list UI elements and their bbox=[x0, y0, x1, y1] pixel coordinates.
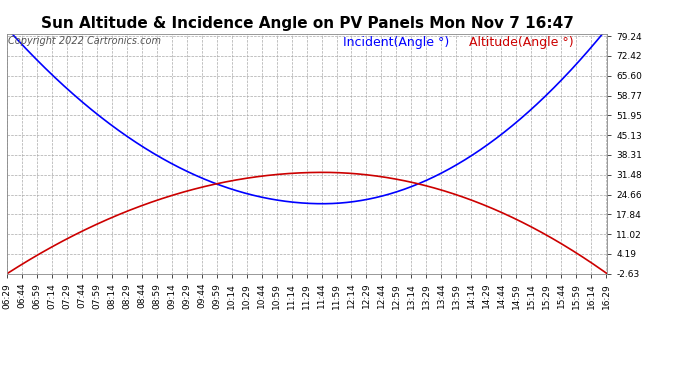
Title: Sun Altitude & Incidence Angle on PV Panels Mon Nov 7 16:47: Sun Altitude & Incidence Angle on PV Pan… bbox=[41, 16, 573, 31]
Text: Incident(Angle °): Incident(Angle °) bbox=[343, 36, 449, 49]
Text: Altitude(Angle °): Altitude(Angle °) bbox=[469, 36, 574, 49]
Text: Copyright 2022 Cartronics.com: Copyright 2022 Cartronics.com bbox=[8, 36, 161, 46]
